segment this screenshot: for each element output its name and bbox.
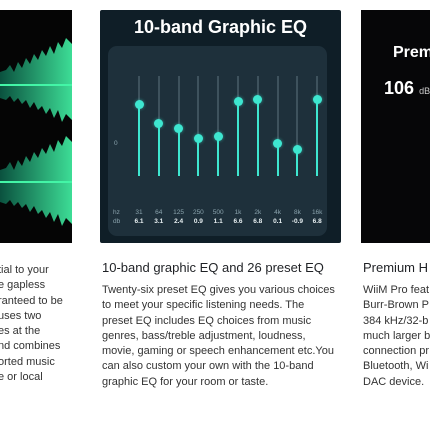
- eq-slider-fill: [237, 101, 239, 176]
- eq-band-1k[interactable]: 1k 6.6: [229, 46, 247, 236]
- body-line: e gapless: [0, 279, 46, 292]
- eq-band-4k[interactable]: 4k 0.1: [269, 46, 287, 236]
- eq-band-frequency: 2k: [254, 209, 262, 216]
- eq-band-16k[interactable]: 16k 6.8: [308, 46, 326, 236]
- eq-slider-panel: 0 hz db 31 6.1 64 3.1 125 2.4 250 0.9 500 1.1 1k 6.…: [108, 46, 327, 236]
- eq-band-frequency: 250: [192, 209, 204, 216]
- eq-band-gain: -0.9: [291, 218, 303, 225]
- eq-slider-knob[interactable]: [273, 138, 283, 148]
- eq-slider-knob[interactable]: [292, 145, 302, 155]
- eq-image-title: 10-band Graphic EQ: [133, 17, 308, 37]
- body-line: much larger b: [363, 329, 430, 342]
- hz-label: hz: [113, 209, 120, 216]
- eq-slider-track[interactable]: [217, 76, 220, 176]
- eq-band-250[interactable]: 250 0.9: [189, 46, 207, 236]
- eq-band-frequency: 500: [212, 209, 224, 216]
- eq-band-gain: 0.9: [193, 218, 203, 225]
- eq-slider-fill: [316, 99, 319, 176]
- waveform-image: [0, 10, 72, 243]
- eq-band-frequency: 64: [155, 209, 163, 216]
- body-line: Burr-Brown P: [363, 299, 430, 312]
- body-line: tial to your: [0, 264, 49, 276]
- eq-slider-fill: [276, 143, 279, 176]
- eq-slider-fill: [197, 138, 200, 176]
- body-line: e or local: [0, 371, 43, 384]
- eq-band-64[interactable]: 64 3.1: [150, 46, 168, 236]
- body-line: DAC device.: [363, 375, 425, 388]
- eq-slider-knob[interactable]: [312, 95, 322, 105]
- body-line: uses two: [0, 309, 42, 322]
- eq-slider-knob[interactable]: [213, 132, 223, 142]
- eq-slider-knob[interactable]: [193, 133, 203, 143]
- snr-number: 106: [384, 78, 415, 98]
- eq-band-2k[interactable]: 2k 6.8: [249, 46, 267, 236]
- eq-slider-knob[interactable]: [253, 95, 263, 105]
- body-line: can also custom your own with the 10-ban…: [102, 360, 314, 373]
- eq-slider-fill: [138, 104, 140, 176]
- eq-slider-fill: [256, 99, 259, 176]
- snr-unit: dB: [419, 86, 430, 96]
- body-line: 384 kHz/32-b: [363, 314, 429, 327]
- body-line: movie, gaming or speech enhancement etc.…: [102, 345, 334, 358]
- premium-image-title: Prem: [393, 44, 430, 61]
- eq-band-500[interactable]: 500 1.1: [209, 46, 227, 236]
- eq-band-gain: 6.8: [312, 218, 322, 225]
- body-line: WiiM Pro feat: [363, 284, 430, 296]
- eq-slider-fill: [296, 149, 299, 176]
- body-line: to meet your specific listening needs. T…: [102, 299, 305, 312]
- eq-band-gain: 2.4: [174, 218, 184, 225]
- left-feature-text: tial to your e gapless ranteed to be use…: [0, 255, 72, 385]
- eq-band-frequency: 4k: [274, 209, 282, 216]
- eq-slider-fill: [177, 128, 180, 176]
- body-line: graphic EQ for your room or taste.: [102, 375, 269, 388]
- eq-band-frequency: 8k: [293, 209, 301, 216]
- eq-band-125[interactable]: 125 2.4: [170, 46, 188, 236]
- premium-feature-body: WiiM Pro feat Burr-Brown P 384 kHz/32-b …: [363, 283, 430, 390]
- eq-band-frequency: 125: [173, 209, 185, 216]
- eq-slider-knob[interactable]: [154, 119, 164, 129]
- body-line: es at the: [0, 325, 41, 338]
- eq-slider-knob[interactable]: [134, 99, 144, 109]
- eq-feature-title: 10-band graphic EQ and 26 preset EQ: [102, 260, 324, 275]
- eq-band-frequency: 16k: [311, 209, 323, 216]
- premium-audio-image: Prem 106 dB: [361, 10, 430, 243]
- body-line: orted music: [0, 355, 55, 368]
- soundwave-graphic: [362, 130, 427, 210]
- body-line: Twenty-six preset EQ gives you various c…: [102, 284, 335, 296]
- premium-feature-title: Premium H: [363, 260, 429, 275]
- eq-band-8k[interactable]: 8k -0.9: [288, 46, 306, 236]
- eq-band-31[interactable]: 31 6.1: [130, 46, 148, 236]
- eq-slider-track[interactable]: [197, 76, 200, 176]
- body-line: nd combines: [0, 340, 61, 353]
- snr-value: 106 dB: [384, 78, 430, 99]
- eq-slider-knob[interactable]: [233, 96, 243, 106]
- eq-slider-fill: [157, 123, 160, 176]
- eq-band-gain: 6.1: [134, 218, 144, 225]
- eq-feature-text: 10-band graphic EQ and 26 preset EQ Twen…: [102, 255, 340, 390]
- eq-slider-track[interactable]: [276, 76, 279, 176]
- body-line: ranteed to be: [0, 294, 63, 307]
- body-line: preset EQ includes EQ choices from music: [102, 314, 312, 327]
- eq-band-gain: 6.8: [253, 218, 263, 225]
- eq-feature-body: Twenty-six preset EQ gives you various c…: [102, 283, 340, 390]
- eq-band-gain: 0.1: [273, 218, 283, 225]
- body-line: genres, bass/treble adjustment, loudness…: [102, 329, 306, 342]
- eq-band-frequency: 31: [135, 209, 143, 216]
- body-line: Bluetooth, Wi: [363, 360, 429, 373]
- left-feature-body: tial to your e gapless ranteed to be use…: [0, 263, 72, 385]
- eq-band-frequency: 1k: [234, 209, 242, 216]
- eq-band-gain: 3.1: [154, 218, 164, 225]
- eq-slider-knob[interactable]: [174, 123, 184, 133]
- body-line: connection pr: [363, 345, 430, 358]
- zero-label: 0: [114, 140, 118, 147]
- eq-slider-track[interactable]: [296, 76, 299, 176]
- eq-band-gain: 1.1: [213, 218, 223, 225]
- premium-feature-text: Premium H WiiM Pro feat Burr-Brown P 384…: [363, 255, 430, 390]
- eq-image: 10-band Graphic EQ 0 hz db 31 6.1 64 3.1 125…: [100, 10, 341, 243]
- db-label: db: [113, 218, 121, 225]
- eq-slider-fill: [217, 136, 220, 176]
- eq-band-gain: 6.6: [233, 218, 243, 225]
- waveform-graphic: [0, 38, 72, 226]
